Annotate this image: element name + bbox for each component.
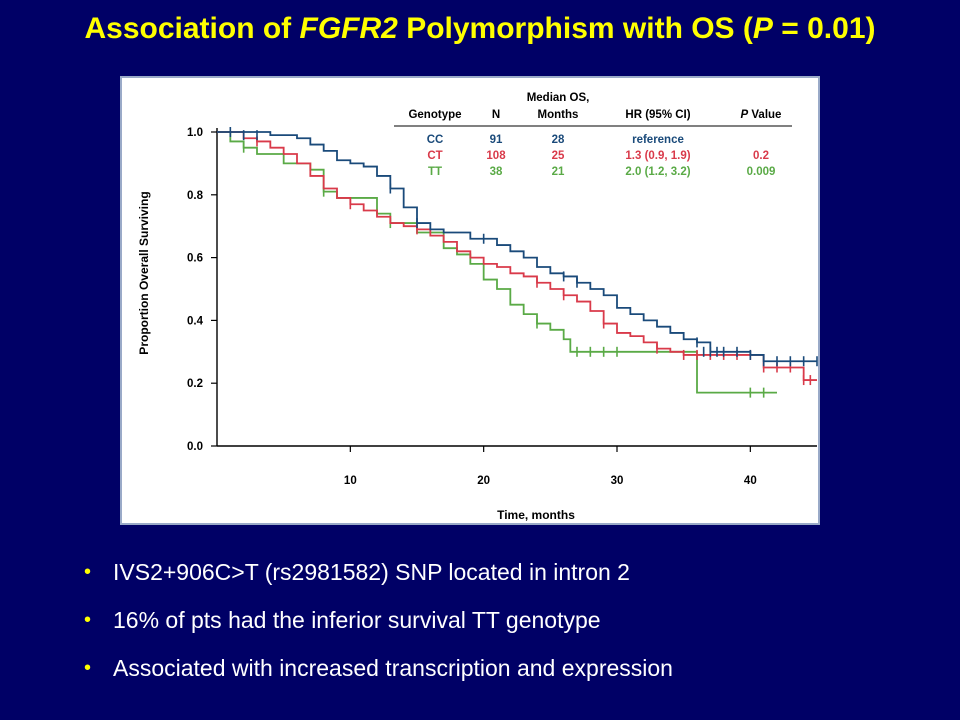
x-tick-label: 30: [611, 475, 624, 487]
km-survival-chart: 0.0 0.2 0.4 0.6 0.8 1.0 10 20 30 40 Proportion O…: [137, 92, 818, 522]
y-tick-label: 0.0: [187, 441, 203, 453]
title-middle: Polymorphism with OS (: [397, 12, 753, 45]
km-figure-panel: 0.0 0.2 0.4 0.6 0.8 1.0 10 20 30 40 Proportion O…: [120, 76, 820, 525]
legend-header-n: N: [492, 109, 500, 121]
slide-title: Association of FGFR2 Polymorphism with O…: [0, 12, 960, 46]
legend-header-p-value: P Value: [741, 109, 782, 121]
legend-cell-cc-genotype: CC: [427, 134, 444, 146]
legend-cell-tt-genotype: TT: [428, 166, 442, 178]
y-axis-ticks: 0.0 0.2 0.4 0.6 0.8 1.0: [187, 127, 217, 453]
bullet-item: • Associated with increased transcription…: [80, 644, 940, 692]
legend-cell-cc-n: 91: [490, 134, 503, 146]
legend-header-hr: HR (95% CI): [625, 109, 690, 121]
bullet-item: • IVS2+906C>T (rs2981582) SNP located in …: [80, 548, 940, 596]
survival-curves: [217, 127, 818, 398]
legend-rows: CC 91 28 reference CT 108 25 1.3 (0.9, 1.9) 0.2 T…: [427, 134, 776, 178]
x-tick-label: 40: [744, 475, 757, 487]
legend-cell-tt-median: 21: [552, 166, 565, 178]
legend-cell-tt-hr: 2.0 (1.2, 3.2): [625, 166, 690, 178]
title-gene: FGFR2: [299, 12, 398, 45]
legend-cell-ct-p: 0.2: [753, 150, 769, 162]
legend-header-genotype: Genotype: [408, 109, 461, 121]
x-tick-label: 20: [477, 475, 490, 487]
x-axis-label: Time, months: [497, 508, 575, 522]
legend-cell-tt-n: 38: [490, 166, 503, 178]
bullet-list: • IVS2+906C>T (rs2981582) SNP located in …: [80, 548, 940, 692]
legend-cell-ct-median: 25: [552, 150, 565, 162]
bullet-text: 16% of pts had the inferior survival TT …: [113, 607, 601, 633]
curve-cc: [217, 131, 817, 363]
legend-cell-ct-hr: 1.3 (0.9, 1.9): [625, 150, 690, 162]
bullet-item: • 16% of pts had the inferior survival TT…: [80, 596, 940, 644]
bullet-text: Associated with increased transcription …: [113, 655, 673, 681]
legend-header-p-rest: Value: [748, 109, 781, 121]
title-p-symbol: P: [752, 12, 773, 45]
y-tick-label: 0.4: [187, 315, 204, 327]
curve-ct: [217, 131, 817, 381]
x-axis-ticks: 10 20 30 40: [344, 446, 757, 487]
y-axis-label: Proportion Overall Surviving: [137, 191, 151, 354]
bullet-dot: •: [84, 561, 92, 583]
x-tick-label: 10: [344, 475, 357, 487]
legend-cell-ct-genotype: CT: [427, 150, 442, 162]
legend-header-p-letter: P: [741, 109, 749, 121]
legend-cell-ct-n: 108: [486, 150, 506, 162]
y-tick-label: 0.8: [187, 190, 204, 202]
y-tick-label: 1.0: [187, 127, 203, 139]
legend-cell-tt-p: 0.009: [747, 166, 776, 178]
bullet-text: IVS2+906C>T (rs2981582) SNP located in i…: [113, 559, 630, 585]
legend-cell-cc-hr: reference: [632, 134, 684, 146]
y-tick-label: 0.2: [187, 378, 203, 390]
legend-header-median-line2: Months: [538, 109, 579, 121]
bullet-dot: •: [84, 609, 92, 631]
legend-header-median-line1: Median OS,: [527, 92, 590, 104]
y-tick-label: 0.6: [187, 253, 203, 265]
legend-cell-cc-median: 28: [552, 134, 565, 146]
legend-table: Median OS, Genotype N Months HR (95% CI)…: [394, 92, 792, 178]
bullet-dot: •: [84, 657, 92, 679]
title-suffix: = 0.01): [772, 12, 876, 45]
title-prefix: Association of: [84, 12, 300, 45]
